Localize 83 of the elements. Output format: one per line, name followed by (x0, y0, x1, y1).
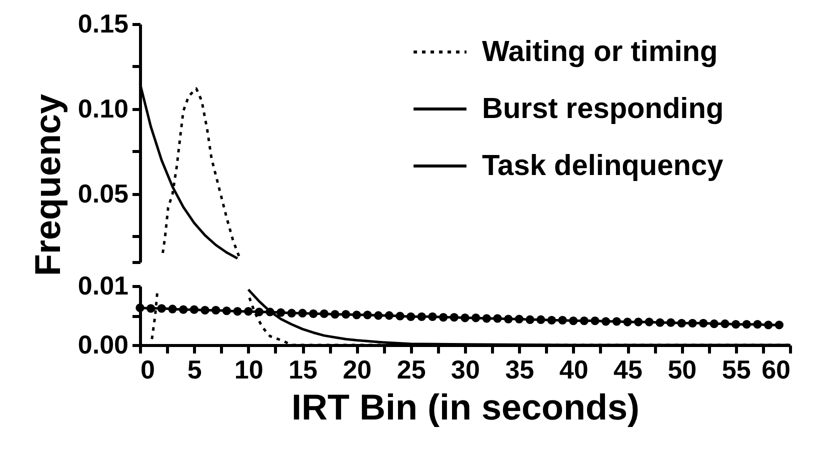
point (244, 307, 253, 316)
x-tick-label: 30 (451, 354, 480, 384)
point (482, 314, 491, 323)
point (342, 310, 350, 319)
point (439, 312, 448, 322)
point (222, 306, 231, 316)
point (200, 306, 210, 315)
point (287, 308, 296, 318)
point (472, 314, 480, 322)
y-tick-label: 0.05 (78, 178, 128, 208)
point (460, 314, 470, 322)
y-tick-label: 0.10 (78, 94, 128, 124)
point (233, 307, 242, 316)
point (536, 315, 546, 324)
point (732, 320, 740, 329)
point (157, 304, 166, 313)
point (602, 317, 610, 326)
point (526, 315, 534, 324)
point (656, 318, 664, 327)
y-axis-title: Frequency (26, 94, 68, 276)
point (330, 310, 340, 319)
point (493, 314, 502, 323)
point (212, 306, 220, 315)
point (634, 318, 643, 326)
x-tick-label: 40 (559, 354, 588, 384)
x-tick-label: 50 (668, 354, 697, 384)
point (428, 312, 437, 321)
point (547, 316, 556, 325)
point (666, 318, 676, 327)
legend-label: Task delinquency (482, 150, 724, 182)
point (352, 310, 361, 320)
point (136, 304, 144, 312)
point (309, 309, 318, 318)
x-tick-label: 45 (614, 354, 642, 384)
point (374, 311, 383, 320)
point (764, 320, 773, 330)
point (742, 320, 751, 329)
point (254, 308, 264, 316)
x-tick-label: 10 (234, 354, 264, 384)
legend-label: Burst responding (482, 93, 724, 125)
x-tick-label: 60 (762, 354, 790, 384)
point (590, 316, 600, 326)
point (417, 312, 426, 321)
legend-label: Waiting or timing (482, 36, 718, 68)
point (569, 316, 578, 326)
y-tick-label: 0.01 (78, 270, 128, 300)
point (363, 310, 372, 320)
point (168, 304, 177, 314)
point (504, 314, 513, 324)
point (699, 318, 708, 328)
x-axis-title: IRT Bin (in seconds) (291, 386, 640, 428)
point (688, 318, 697, 328)
point (384, 311, 394, 320)
point (720, 319, 730, 328)
point (710, 319, 718, 328)
point (450, 312, 458, 322)
point (612, 317, 621, 326)
point (320, 309, 328, 318)
point (677, 318, 686, 328)
x-tick-label: 55 (722, 354, 751, 384)
x-tick-label: 25 (396, 354, 426, 384)
point (623, 318, 632, 326)
point (774, 320, 784, 330)
point (396, 312, 404, 320)
point (753, 320, 762, 329)
point (266, 308, 274, 316)
point (558, 316, 567, 325)
point (514, 314, 524, 324)
point (179, 305, 188, 314)
y-tick-label: 0.00 (78, 330, 128, 360)
point (298, 308, 307, 318)
x-tick-label: 35 (505, 354, 534, 384)
point (644, 318, 654, 326)
x-tick-label: 5 (187, 354, 202, 384)
x-tick-label: 15 (288, 354, 318, 384)
point (580, 316, 588, 326)
point (406, 312, 416, 321)
point (146, 304, 156, 313)
point (276, 308, 286, 317)
y-tick-label: 0.15 (78, 8, 128, 38)
point (190, 305, 198, 314)
x-tick-label: 0 (140, 354, 155, 384)
x-tick-label: 20 (342, 354, 372, 384)
